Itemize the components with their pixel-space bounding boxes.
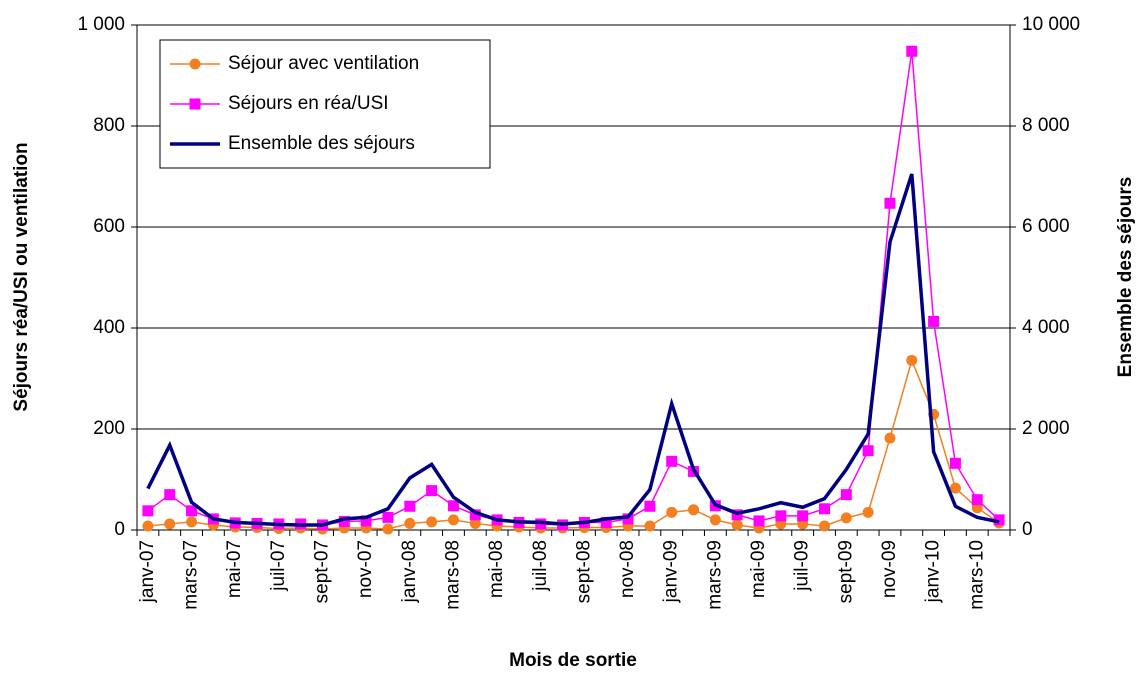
data-point (469, 509, 481, 521)
data-point (797, 510, 809, 522)
legend-label: Séjours en réa/USI (228, 93, 389, 114)
x-tick-label: juil-09 (792, 540, 813, 592)
data-point (360, 515, 372, 527)
x-tick-label: nov-07 (355, 540, 376, 598)
data-point (600, 516, 612, 528)
y2-tick-label: 2 000 (1022, 418, 1070, 439)
y-tick-label: 0 (114, 519, 125, 540)
x-tick-label: mai-07 (224, 540, 245, 598)
data-point (469, 517, 481, 529)
x-tick-label: nov-09 (879, 540, 900, 598)
data-point (644, 520, 656, 532)
x-tick-label: janv-10 (923, 540, 944, 603)
data-point (949, 482, 961, 494)
y2-tick-label: 6 000 (1022, 216, 1070, 237)
legend-symbol (189, 58, 201, 70)
data-point (164, 518, 176, 530)
y-tick-label: 400 (93, 317, 125, 338)
y-tick-label: 1 000 (77, 14, 125, 35)
data-point (840, 489, 852, 501)
data-point (666, 455, 678, 467)
x-tick-label: sept-08 (573, 540, 594, 603)
legend-symbol (189, 98, 201, 110)
x-tick-label: janv-09 (661, 540, 682, 603)
y2-axis-title: Ensemble des séjours (1115, 177, 1136, 378)
data-point (644, 500, 656, 512)
data-point (404, 500, 416, 512)
x-tick-label: janv-08 (399, 540, 420, 603)
data-point (382, 511, 394, 523)
data-point (731, 519, 743, 531)
data-point (775, 510, 787, 522)
y-tick-label: 200 (93, 418, 125, 439)
x-tick-label: juil-07 (268, 540, 289, 592)
y2-tick-label: 0 (1022, 519, 1033, 540)
data-point (447, 514, 459, 526)
data-point (949, 457, 961, 469)
x-tick-label: janv-07 (137, 540, 158, 603)
series-line (147, 358, 1000, 530)
x-tick-label: mai-09 (748, 540, 769, 598)
x-tick-label: mai-08 (486, 540, 507, 598)
legend-label: Séjour avec ventilation (228, 53, 419, 74)
data-point (622, 513, 634, 525)
x-tick-label: mars-10 (966, 540, 987, 610)
y-axis-title: Séjours réa/USI ou ventilation (11, 142, 32, 411)
data-point (382, 523, 394, 535)
data-point (142, 520, 154, 532)
data-point (840, 512, 852, 524)
data-point (862, 445, 874, 457)
data-point (142, 505, 154, 517)
data-point (426, 516, 438, 528)
data-point (928, 315, 940, 327)
series-line (146, 173, 1000, 527)
data-point (447, 500, 459, 512)
data-point (906, 354, 918, 366)
data-point (884, 432, 896, 444)
data-point (884, 197, 896, 209)
data-point (906, 45, 918, 57)
data-point (186, 505, 198, 517)
data-point (971, 494, 983, 506)
data-point (818, 503, 830, 515)
y2-tick-label: 10 000 (1022, 14, 1080, 35)
x-tick-label: mars-07 (181, 540, 202, 610)
y-tick-label: 800 (93, 115, 125, 136)
legend-label: Ensemble des séjours (228, 133, 415, 154)
legend-marker (189, 58, 201, 70)
x-tick-label: juil-08 (530, 540, 551, 592)
y2-tick-label: 4 000 (1022, 317, 1070, 338)
data-point (818, 520, 830, 532)
data-point (666, 506, 678, 518)
x-tick-label: sept-09 (835, 540, 856, 603)
x-tick-label: mars-09 (704, 540, 725, 610)
data-point (993, 514, 1005, 526)
data-point (862, 506, 874, 518)
x-axis-title: Mois de sortie (509, 650, 637, 671)
y2-tick-label: 8 000 (1022, 115, 1070, 136)
data-point (753, 515, 765, 527)
x-tick-label: mars-08 (442, 540, 463, 610)
y-tick-label: 600 (93, 216, 125, 237)
data-point (404, 517, 416, 529)
x-tick-label: nov-08 (617, 540, 638, 598)
x-tick-label: sept-07 (312, 540, 333, 603)
data-point (186, 516, 198, 528)
data-point (709, 514, 721, 526)
data-point (688, 504, 700, 516)
data-point (338, 515, 350, 527)
data-point (426, 485, 438, 497)
data-point (164, 489, 176, 501)
legend-marker (189, 98, 201, 110)
